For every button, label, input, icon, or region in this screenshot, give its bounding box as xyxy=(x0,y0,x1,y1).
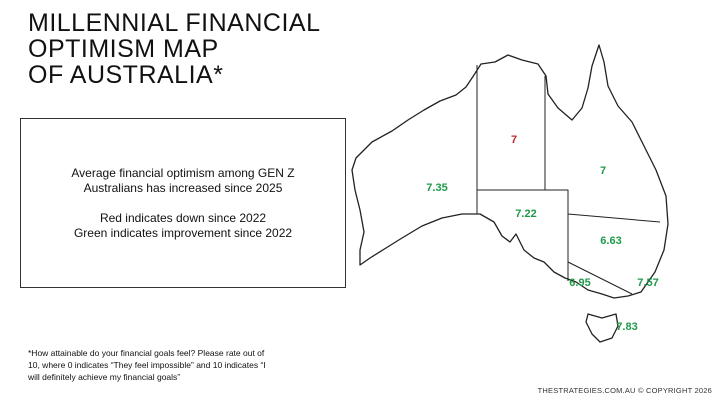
region-value: 7.22 xyxy=(515,208,536,220)
footnote-line: 10, where 0 indicates “They feel impossi… xyxy=(28,360,266,370)
title: MILLENNIAL FINANCIAL OPTIMISM MAP OF AUS… xyxy=(28,10,320,88)
region-value: 7.83 xyxy=(616,321,637,333)
title-line: MILLENNIAL FINANCIAL xyxy=(28,9,321,37)
mainland-outline xyxy=(351,44,669,299)
state-borders xyxy=(476,65,661,295)
info-line: Green indicates improvement since 2022 xyxy=(73,225,293,240)
tasmania-outline xyxy=(585,313,619,343)
info-box: Average financial optimism among GEN Z A… xyxy=(20,118,346,288)
region-value: 7.35 xyxy=(426,182,447,194)
title-line: OF AUSTRALIA* xyxy=(28,61,224,89)
info-line: Average financial optimism among GEN Z xyxy=(71,165,295,180)
title-line: OPTIMISM MAP xyxy=(28,35,219,63)
region-value: 7 xyxy=(600,165,606,177)
region-value: 6.63 xyxy=(600,235,621,247)
copyright: THESTRATEGIES.COM.AU © COPYRIGHT 2026 xyxy=(537,386,712,395)
footnote: *How attainable do your financial goals … xyxy=(28,347,328,383)
region-value: 6.95 xyxy=(569,277,590,289)
info-line: Red indicates down since 2022 xyxy=(99,210,267,225)
footnote-line: *How attainable do your financial goals … xyxy=(28,348,265,358)
footnote-line: will definitely achieve my financial goa… xyxy=(28,372,181,382)
region-value: 7 xyxy=(511,134,517,146)
info-line: Australians has increased since 2025 xyxy=(83,180,283,195)
region-value: 7.57 xyxy=(637,277,658,289)
